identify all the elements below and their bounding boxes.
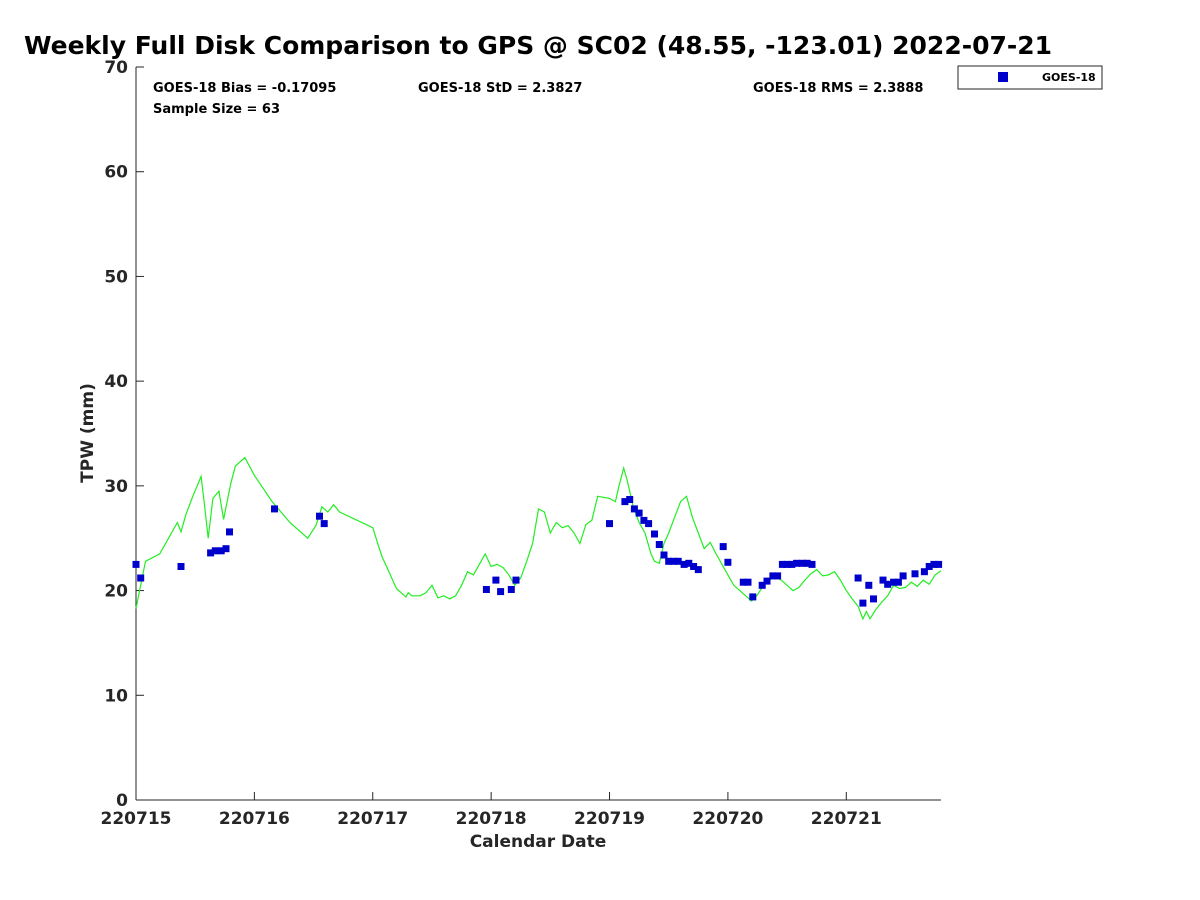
- sample-size-stat: Sample Size = 63: [153, 102, 280, 117]
- goes-18-point: [744, 578, 752, 586]
- goes-18-point: [497, 588, 505, 596]
- goes-18-point: [739, 578, 747, 586]
- goes-18-point: [890, 578, 898, 586]
- goes-18-point: [492, 576, 500, 584]
- goes-18-point: [207, 549, 215, 557]
- goes-18-point: [635, 509, 643, 517]
- goes-18-point: [211, 547, 219, 555]
- goes-18-point: [690, 563, 698, 570]
- goes-18-point: [685, 559, 693, 567]
- goes-18-point: [920, 568, 928, 576]
- goes-18-point: [660, 551, 668, 559]
- goes-18-point: [859, 599, 867, 607]
- y-tick-label: 30: [104, 477, 128, 497]
- y-axis-ticks: 0 10 20 30 40 50 60 70: [104, 58, 144, 811]
- goes-18-point: [935, 560, 943, 568]
- chart-title: Weekly Full Disk Comparison to GPS @ SC0…: [24, 31, 1052, 60]
- x-tick-label: 220719: [574, 809, 645, 829]
- legend-label-goes-18: GOES-18: [1042, 71, 1096, 84]
- goes-18-point: [724, 558, 732, 566]
- goes-18-point: [651, 530, 658, 538]
- goes-18-point: [606, 520, 613, 528]
- goes-18-point: [226, 528, 233, 536]
- goes-18-point: [758, 581, 766, 589]
- goes-18-point: [803, 559, 811, 567]
- plot-frame: [136, 67, 941, 800]
- bias-stat: GOES-18 Bias = -0.17095: [153, 81, 336, 96]
- goes-18-point: [630, 505, 638, 513]
- goes-18-point: [808, 560, 816, 568]
- goes-18-point: [783, 560, 791, 568]
- goes-18-point: [271, 505, 278, 513]
- goes-18-point: [930, 560, 938, 568]
- goes-18-point: [674, 557, 682, 565]
- goes-18-point: [507, 586, 515, 593]
- legend-marker-goes-18: [998, 72, 1008, 82]
- goes-18-point: [865, 581, 873, 589]
- goes-18-point: [320, 520, 328, 528]
- y-tick-label: 0: [116, 791, 128, 811]
- goes-18-point: [749, 593, 757, 601]
- y-tick-label: 10: [104, 686, 128, 706]
- series-layer: [132, 456, 943, 621]
- y-tick-label: 60: [104, 163, 128, 183]
- goes-18-point: [899, 572, 907, 580]
- goes-18-point: [879, 576, 887, 584]
- goes-18-point: [854, 574, 862, 582]
- goes-18-point: [911, 570, 919, 578]
- x-tick-label: 220715: [101, 809, 172, 829]
- y-tick-label: 40: [104, 372, 128, 392]
- goes-18-point: [694, 566, 702, 574]
- goes-18-point: [799, 559, 806, 567]
- x-tick-label: 220716: [219, 809, 290, 829]
- goes-18-point: [774, 572, 782, 580]
- goes-18-point: [665, 557, 673, 565]
- goes-18-point: [894, 578, 902, 586]
- x-axis-ticks: 220715 220716 220717 220718 220719 220720 2207…: [101, 792, 882, 829]
- y-tick-label: 70: [104, 58, 128, 78]
- goes-18-point: [870, 595, 877, 603]
- goes-18-point: [222, 545, 230, 553]
- goes-18-point: [217, 547, 225, 555]
- goes-18-point: [670, 557, 677, 565]
- goes-18-point: [778, 560, 786, 568]
- goes-18-point: [884, 580, 892, 588]
- x-tick-label: 220717: [337, 809, 408, 829]
- goes-18-point: [132, 560, 140, 568]
- goes-18-point: [482, 586, 490, 593]
- goes-18-point: [719, 543, 727, 551]
- rms-stat: GOES-18 RMS = 2.3888: [753, 81, 923, 96]
- legend: GOES-18: [957, 65, 1103, 90]
- gps-tpw-line: [135, 456, 942, 621]
- goes-18-point: [640, 516, 648, 524]
- x-tick-label: 220721: [811, 809, 882, 829]
- goes-18-point: [680, 560, 688, 568]
- goes-18-point: [645, 520, 653, 528]
- goes-18-point: [655, 541, 663, 548]
- y-axis-label: TPW (mm): [78, 383, 98, 483]
- goes-18-point: [316, 512, 323, 520]
- legend-box: [957, 65, 1103, 90]
- x-tick-label: 220718: [456, 809, 527, 829]
- goes-18-point: [177, 563, 185, 570]
- y-tick-label: 50: [104, 267, 128, 287]
- x-axis-label: Calendar Date: [470, 832, 607, 852]
- goes-18-point: [769, 572, 777, 580]
- y-tick-label: 20: [104, 582, 128, 602]
- goes-18-point: [512, 576, 520, 584]
- goes-18-point: [621, 498, 629, 506]
- goes-18-point: [925, 563, 933, 570]
- goes-18-point: [793, 559, 801, 567]
- std-stat: GOES-18 StD = 2.3827: [418, 81, 582, 96]
- goes-18-point: [137, 574, 145, 582]
- x-tick-label: 220720: [692, 809, 763, 829]
- goes-18-point: [788, 560, 796, 568]
- goes-18-point: [626, 496, 634, 503]
- goes-18-point: [763, 577, 771, 585]
